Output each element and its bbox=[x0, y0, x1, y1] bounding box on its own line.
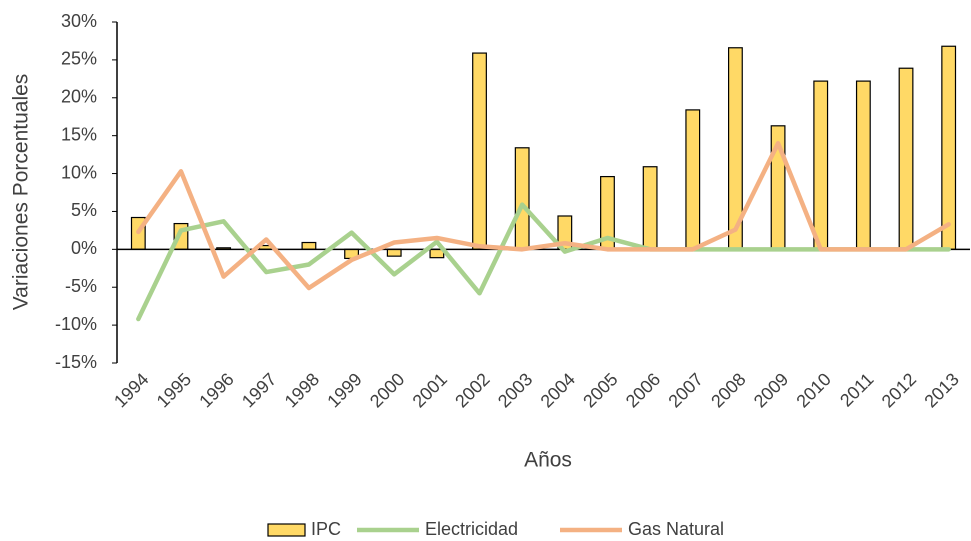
bar bbox=[514, 147, 530, 250]
y-axis-label: Variaciones Porcentuales bbox=[10, 74, 33, 311]
line-series bbox=[136, 202, 951, 322]
bar bbox=[386, 248, 402, 257]
x-axis-label: Años bbox=[524, 449, 572, 472]
y-tick-label: -15% bbox=[55, 352, 97, 372]
x-tick-label: 2001 bbox=[409, 369, 451, 411]
x-tick-label: 1996 bbox=[195, 369, 237, 411]
bar bbox=[813, 80, 829, 250]
x-tick-label: 1995 bbox=[153, 369, 195, 411]
bar bbox=[301, 241, 317, 250]
legend-label: Electricidad bbox=[425, 519, 518, 539]
bar bbox=[685, 109, 701, 250]
x-tick-label: 2006 bbox=[622, 369, 664, 411]
x-tick-label: 2005 bbox=[579, 369, 621, 411]
bar bbox=[472, 52, 487, 250]
legend-label: IPC bbox=[311, 519, 341, 539]
x-tick-label: 2009 bbox=[750, 369, 792, 411]
y-tick-label: 25% bbox=[61, 49, 97, 69]
y-tick-label: 15% bbox=[61, 124, 97, 144]
x-tick-label: 2013 bbox=[920, 369, 962, 411]
x-tick-label: 2004 bbox=[537, 369, 579, 411]
x-tick-label: 1997 bbox=[238, 369, 280, 411]
y-tick-label: 20% bbox=[61, 87, 97, 107]
y-tick-label: 0% bbox=[71, 238, 97, 258]
x-tick-label: 2011 bbox=[836, 369, 878, 411]
bar bbox=[642, 166, 658, 250]
y-tick-label: 30% bbox=[61, 11, 97, 31]
y-tick-label: -10% bbox=[55, 314, 97, 334]
y-tick-label: -5% bbox=[65, 276, 97, 296]
bar bbox=[855, 80, 871, 250]
x-tick-label: 1994 bbox=[110, 369, 152, 411]
x-tick-label: 2000 bbox=[366, 369, 408, 411]
line-series bbox=[136, 140, 951, 291]
legend-swatch bbox=[267, 523, 306, 537]
x-tick-label: 2008 bbox=[707, 369, 749, 411]
bar bbox=[941, 45, 957, 250]
legend-label: Gas Natural bbox=[628, 519, 724, 539]
y-tick-label: 5% bbox=[71, 200, 97, 220]
x-tick-label: 1999 bbox=[323, 369, 365, 411]
x-tick-label: 2002 bbox=[451, 369, 493, 411]
x-tick-label: 1998 bbox=[281, 369, 323, 411]
bar bbox=[898, 67, 914, 250]
x-tick-label: 2010 bbox=[792, 369, 834, 411]
y-tick-label: 10% bbox=[61, 162, 97, 182]
x-tick-label: 2003 bbox=[494, 369, 536, 411]
x-tick-label: 2012 bbox=[878, 369, 920, 411]
x-tick-label: 2007 bbox=[665, 369, 707, 411]
